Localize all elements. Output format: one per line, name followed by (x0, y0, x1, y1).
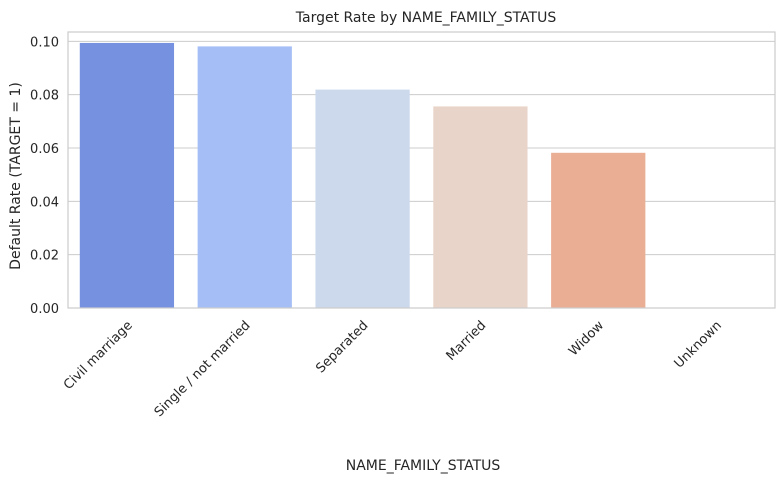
bar-widow (551, 152, 646, 308)
y-tick-label: 0.02 (30, 249, 59, 264)
chart-title: Target Rate by NAME_FAMILY_STATUS (295, 10, 557, 26)
x-axis-label: NAME_FAMILY_STATUS (346, 458, 501, 474)
y-tick-label: 0.00 (30, 302, 59, 317)
bar-separated (315, 89, 410, 308)
y-tick-labels: 0.00 0.02 0.04 0.06 0.08 0.10 (30, 35, 59, 317)
y-tick-label: 0.04 (30, 195, 59, 210)
x-tick-label: Married (444, 318, 490, 364)
x-tick-labels: Civil marriage Single / not married Separa… (61, 318, 725, 420)
plot-frame (67, 31, 776, 309)
x-tick-label: Unknown (672, 318, 725, 371)
y-tick-label: 0.08 (30, 89, 59, 104)
x-tick-label: Widow (566, 318, 607, 359)
x-tick-label: Single / not married (152, 318, 254, 420)
bars (79, 42, 646, 309)
x-tick-label: Civil marriage (61, 318, 136, 393)
bar-married (433, 106, 528, 309)
x-tick-label: Separated (313, 318, 371, 376)
y-tick-label: 0.06 (30, 142, 59, 157)
y-axis-label: Default Rate (TARGET = 1) (8, 82, 24, 270)
y-tick-label: 0.10 (30, 35, 59, 50)
bar-single-not-married (197, 46, 292, 309)
bar-civil-marriage (79, 42, 175, 308)
